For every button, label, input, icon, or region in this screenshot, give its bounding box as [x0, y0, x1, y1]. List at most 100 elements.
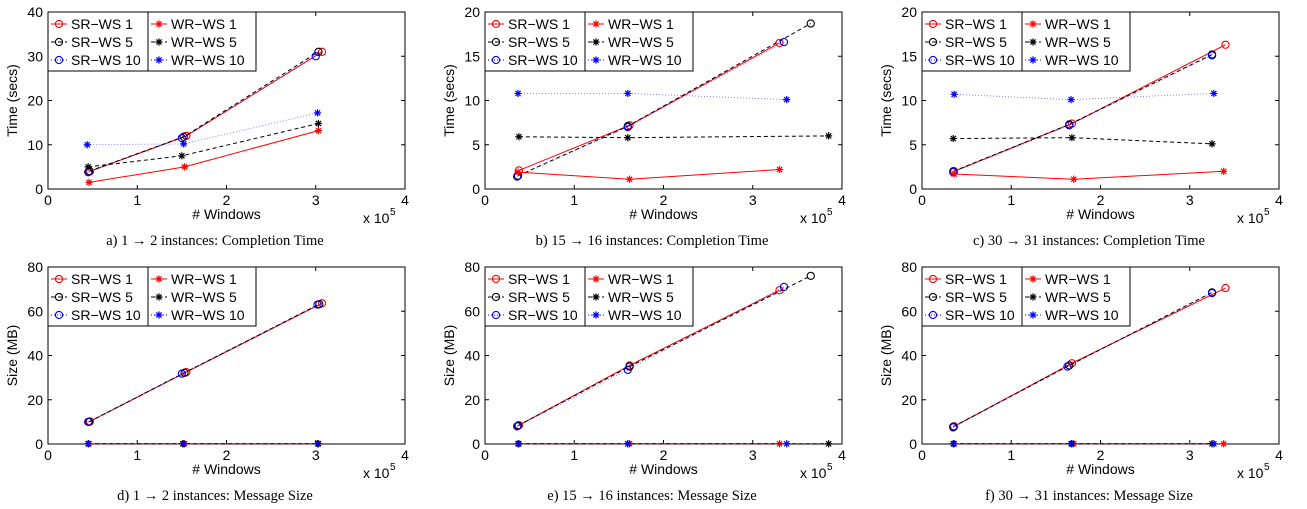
x-axis-label: # Windows [192, 206, 260, 222]
legend-marker [491, 310, 501, 320]
legend-marker [155, 38, 163, 46]
data-point [1221, 40, 1230, 49]
series-line [517, 23, 812, 177]
legend-entry: SR−WS 10 [71, 307, 141, 323]
chart-caption: b) 15 → 16 instances: Completion Time [535, 233, 769, 249]
legend-entry: SR−WS 5 [71, 34, 133, 50]
legend: SR−WS 1 SR−WS 5 SR−WS 10 WR−WS 1 WR−WS 5 WR−W… [921, 11, 1131, 72]
x-axis-label: # Windows [1066, 206, 1134, 222]
y-axis-label: Time (secs) [878, 64, 894, 137]
legend-marker [592, 293, 600, 301]
data-point [1067, 96, 1075, 104]
series-wr-ws-5 [515, 132, 833, 142]
legend-marker [54, 274, 64, 284]
x-tick-label: 2 [223, 192, 231, 208]
legend-entry: WR−WS 1 [608, 271, 674, 287]
legend-marker [54, 19, 64, 29]
legend-entry: WR−WS 5 [608, 289, 674, 305]
data-point [1207, 288, 1217, 298]
x-multiplier-label: x 10 [363, 465, 390, 481]
x-tick-label: 2 [223, 447, 231, 463]
chart-panel-c: 0 1 2 3 4 0 5 10 15 20 # Windows Time (secs) x 10 5 SR… [874, 0, 1304, 252]
legend-marker [928, 19, 938, 29]
legend-entry: WR−WS 5 [1045, 289, 1111, 305]
data-point [949, 423, 958, 432]
x-tick-label: 2 [660, 447, 668, 463]
data-point [1063, 362, 1072, 371]
series-line [953, 291, 1213, 428]
data-point [313, 300, 322, 309]
legend-entry: SR−WS 5 [508, 34, 570, 50]
data-point [775, 165, 784, 174]
y-tick-label: 40 [901, 348, 917, 364]
legend-marker [592, 56, 600, 64]
data-point [623, 365, 632, 375]
y-tick-label: 5 [909, 137, 917, 153]
x-tick-label: 0 [44, 192, 52, 208]
series-wr-ws-1 [85, 126, 323, 186]
data-point [806, 19, 815, 28]
x-tick-label: 0 [44, 447, 52, 463]
x-tick-label: 4 [1275, 192, 1283, 208]
y-tick-label: 0 [909, 436, 917, 452]
legend-marker [54, 292, 64, 302]
series-sr-ws-10 [949, 288, 1217, 432]
x-multiplier-exponent: 5 [390, 462, 396, 473]
data-point [1207, 51, 1217, 60]
data-point [180, 163, 189, 171]
legend-box [921, 11, 1023, 72]
y-tick-label: 40 [27, 4, 43, 20]
data-point [1070, 175, 1078, 183]
legend-marker [592, 20, 600, 28]
legend: SR−WS 1 SR−WS 5 SR−WS 10 WR−WS 1 WR−WS 5 WR−W… [921, 266, 1131, 327]
legend-entry: WR−WS 1 [171, 16, 237, 32]
y-tick-label: 20 [27, 392, 43, 408]
data-point [779, 282, 789, 292]
legend-marker [491, 19, 501, 29]
chart-caption: d) 1 → 2 instances: Message Size [117, 488, 313, 504]
data-point [313, 109, 322, 117]
data-point [311, 52, 320, 61]
data-point [779, 37, 789, 47]
series-line [953, 54, 1213, 173]
data-point [1210, 440, 1218, 448]
x-tick-label: 3 [1186, 447, 1194, 463]
x-multiplier-exponent: 5 [1264, 462, 1270, 473]
legend-marker [491, 274, 501, 284]
data-point [313, 440, 322, 448]
legend-box [47, 266, 149, 327]
data-point [1221, 283, 1230, 293]
x-tick-label: 2 [1097, 192, 1105, 208]
y-tick-label: 20 [464, 392, 480, 408]
legend-marker [1029, 56, 1037, 64]
legend-marker [928, 55, 938, 65]
data-point [177, 369, 187, 378]
legend: SR−WS 1 SR−WS 5 SR−WS 10 WR−WS 1 WR−WS 5 WR−W… [484, 266, 694, 327]
legend-marker [491, 37, 501, 47]
y-tick-label: 20 [464, 4, 480, 20]
legend-entry: WR−WS 10 [1045, 52, 1119, 68]
series-line [953, 292, 1213, 428]
legend-entry: SR−WS 10 [508, 52, 578, 68]
y-axis-label: Time (secs) [441, 64, 457, 137]
legend-marker [155, 20, 163, 28]
legend-marker [1029, 20, 1037, 28]
legend: SR−WS 1 SR−WS 5 SR−WS 10 WR−WS 1 WR−WS 5 WR−W… [47, 11, 257, 72]
data-point [624, 440, 632, 448]
chart-panel-f: 0 1 2 3 4 0 20 40 60 80 # Windows Size (MB) x 10 5 SR−… [874, 255, 1304, 507]
y-tick-label: 0 [909, 181, 917, 197]
series-wr-ws-10 [84, 440, 322, 448]
data-point [514, 168, 522, 176]
y-tick-label: 80 [464, 259, 480, 275]
legend-entry: SR−WS 1 [71, 271, 133, 287]
y-tick-label: 30 [27, 48, 43, 64]
legend-entry: WR−WS 1 [1045, 271, 1111, 287]
series-wr-ws-10 [950, 89, 1218, 104]
y-axis-label: Size (MB) [878, 325, 894, 386]
legend-marker [155, 56, 163, 64]
series-wr-ws-10 [514, 89, 791, 104]
data-point [512, 422, 522, 431]
y-tick-label: 60 [464, 303, 480, 319]
